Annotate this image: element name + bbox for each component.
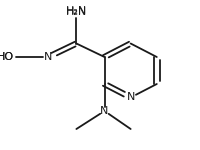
Text: H₂N: H₂N [65,6,87,16]
Text: N: N [100,106,108,116]
Text: HO: HO [0,52,14,62]
Text: N: N [126,93,134,102]
Text: N: N [44,52,52,62]
Text: HO: HO [0,52,14,62]
Text: H₂N: H₂N [65,7,87,17]
